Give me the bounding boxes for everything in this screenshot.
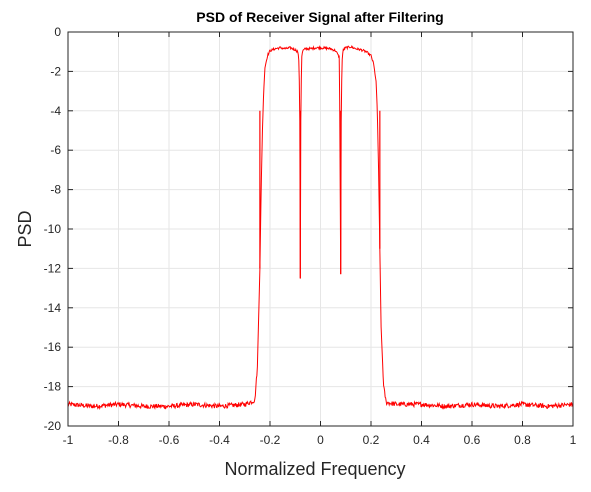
x-tick-label: -0.2 [260, 433, 281, 447]
x-tick-label: -1 [63, 433, 74, 447]
y-tick-label: -6 [50, 143, 61, 157]
x-tick-label: -0.8 [108, 433, 129, 447]
y-tick-label: -10 [44, 222, 62, 236]
y-tick-label: -12 [44, 261, 62, 275]
y-tick-label: -8 [50, 183, 61, 197]
x-tick-label: 1 [570, 433, 577, 447]
x-tick-label: 0 [317, 433, 324, 447]
y-tick-label: -2 [50, 64, 61, 78]
y-tick-label: -16 [44, 340, 62, 354]
y-tick-label: -18 [44, 380, 62, 394]
y-tick-label: -14 [44, 301, 62, 315]
x-tick-label: 0.8 [514, 433, 531, 447]
psd-series-line [67, 44, 574, 411]
x-axis-label: Normalized Frequency [224, 459, 405, 479]
y-tick-label: -20 [44, 419, 62, 433]
y-tick-label: 0 [54, 25, 61, 39]
x-tick-label: 0.2 [363, 433, 380, 447]
y-axis-label: PSD [15, 210, 35, 247]
ticks: -1 -0.8 -0.6 -0.4 -0.2 0 0.2 0.4 0.6 0.8 1 0 -2 -4 -6 -… [44, 25, 577, 447]
series-group [67, 44, 574, 411]
x-tick-label: 0.4 [413, 433, 430, 447]
y-tick-label: -4 [50, 104, 61, 118]
x-tick-label: 0.6 [464, 433, 481, 447]
x-tick-label: -0.4 [209, 433, 230, 447]
chart-title: PSD of Receiver Signal after Filtering [196, 9, 443, 25]
x-tick-label: -0.6 [159, 433, 180, 447]
